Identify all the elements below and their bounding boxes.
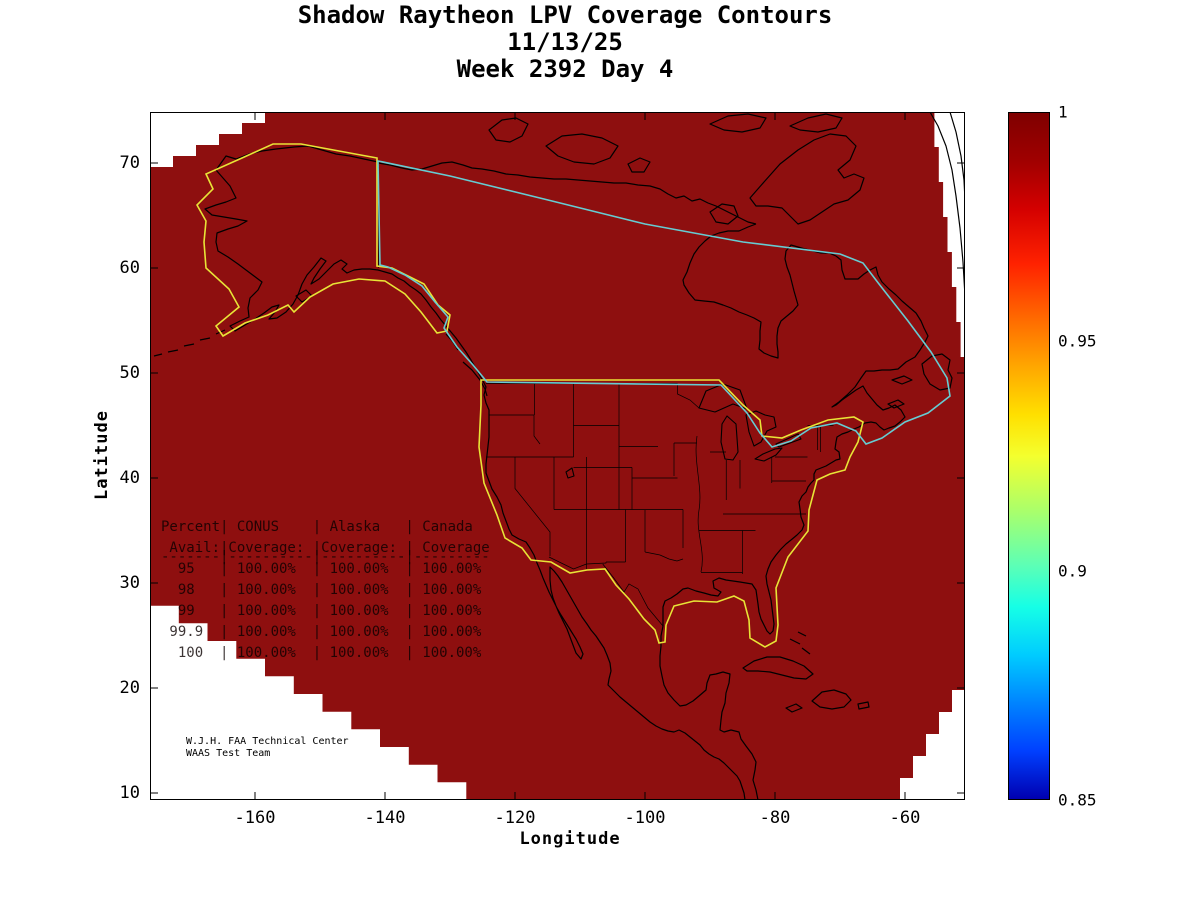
coverage-table-row: Avail:|Coverage: |Coverage: | Coverage: [161, 540, 490, 556]
axis-tick-marks: [150, 112, 965, 800]
y-tick-label: 20: [119, 678, 140, 698]
x-axis-label: Longitude: [519, 829, 621, 849]
arctic-coastline: [377, 161, 757, 225]
pacific-coastline: [204, 145, 746, 800]
map-plot: [150, 112, 965, 800]
colorbar-tick-label: 1: [1058, 102, 1068, 122]
coverage-table-row: 95 | 100.00% | 100.00% | 100.00%: [161, 561, 482, 577]
chart-date: 11/13/25: [507, 28, 623, 56]
chart-week-day: Week 2392 Day 4: [456, 55, 674, 83]
colorbar-tick-label: 0.95: [1058, 331, 1097, 351]
coverage-table-row: 98 | 100.00% | 100.00% | 100.00%: [161, 582, 482, 598]
annotation-line2: WAAS Test Team: [186, 748, 271, 759]
x-tick-label: -160: [234, 808, 276, 828]
y-tick-label: 30: [119, 573, 140, 593]
y-tick-label: 50: [119, 363, 140, 383]
y-tick-label: 40: [119, 468, 140, 488]
colorbar-tick-label: 0.9: [1058, 561, 1087, 581]
coverage-table-separator: -------|----------|----------|---------: [161, 549, 490, 565]
x-tick-label: -140: [364, 808, 406, 828]
conus-coverage-contour: [478, 379, 864, 648]
coverage-table: Percent| CONUS | Alaska | Canada Avail:|…: [161, 517, 490, 664]
y-tick-label: 10: [119, 783, 140, 803]
x-tick-label: -60: [889, 808, 921, 828]
canada-coverage-contour: [377, 160, 951, 448]
coverage-table-row: 100 | 100.00% | 100.00% | 100.00%: [161, 645, 482, 661]
alaska-coverage-contour: [196, 143, 451, 338]
x-tick-label: -100: [624, 808, 666, 828]
colorbar-tick-label: 0.85: [1058, 790, 1097, 810]
coverage-table-row: Percent| CONUS | Alaska | Canada: [161, 519, 473, 535]
chart-title: Shadow Raytheon LPV Coverage Contours: [297, 1, 833, 29]
annotation: W.J.H. FAA Technical Center WAAS Test Te…: [186, 736, 349, 760]
y-axis-label: Latitude: [92, 410, 112, 500]
coverage-region: [150, 112, 965, 800]
x-tick-label: -80: [759, 808, 791, 828]
great-lakes: [565, 383, 802, 479]
annotation-line1: W.J.H. FAA Technical Center: [186, 736, 349, 747]
coverage-table-row: 99 | 100.00% | 100.00% | 100.00%: [161, 603, 482, 619]
coverage-table-row: 99.9 | 100.00% | 100.00% | 100.00%: [161, 624, 482, 640]
plot-frame: [150, 112, 965, 800]
lakes-outline: [565, 383, 802, 479]
y-tick-label: 70: [119, 153, 140, 173]
colorbar: [1008, 112, 1050, 800]
y-tick-label: 60: [119, 258, 140, 278]
x-tick-label: -120: [494, 808, 536, 828]
